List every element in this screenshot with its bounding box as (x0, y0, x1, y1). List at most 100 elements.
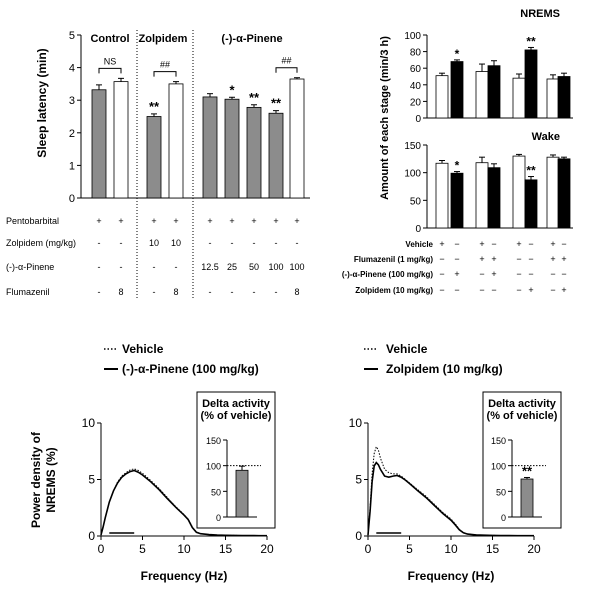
stage-bar (435, 75, 449, 119)
y-tick-label: 0 (216, 513, 221, 523)
treatment-spectrum-line (367, 461, 534, 537)
inset-bar (235, 469, 249, 518)
legend-vehicle-label: Vehicle (122, 342, 164, 356)
stage-bar (435, 162, 449, 229)
group-label-zolpidem: Zolpidem (139, 33, 188, 45)
y-tick-label: 60 (410, 64, 422, 75)
y-tick-label: 80 (410, 48, 422, 59)
treatment-cell: − (516, 269, 521, 279)
stage-y-label: Amount of each stage (min/3 h) (379, 36, 391, 200)
y-tick-label: 5 (355, 473, 362, 487)
group-label-pinene: (-)-α-Pinene (221, 33, 282, 45)
power-x-label: Frequency (Hz) (408, 569, 495, 583)
stage-bar (546, 156, 560, 229)
legend-vehicle-label: Vehicle (386, 342, 428, 356)
legend-zolpidem-label: Zolpidem (10 mg/kg) (386, 362, 503, 376)
power-y-label-line2: NREMS (%) (44, 447, 58, 512)
y-tick-label: 40 (410, 81, 422, 92)
treatment-cell: − (561, 239, 566, 249)
y-tick-label: 10 (349, 416, 363, 430)
treatment-cell: - (98, 238, 101, 248)
stage-bar (512, 155, 526, 229)
treatment-cell: - (153, 287, 156, 297)
stage-amount-chart: Amount of each stage (min/3 h) NREMS Wak… (342, 8, 573, 295)
treatment-cell: 10 (171, 238, 181, 248)
zolpidem-inset-chart: 0 50 100 150 ** (491, 436, 546, 523)
y-tick-label: 1 (69, 160, 75, 172)
zolpidem-inset-title-line2: (% of vehicle) (487, 410, 558, 422)
treatment-row-label: Zolpidem (mg/kg) (6, 238, 76, 248)
treatment-cell: 50 (249, 262, 259, 272)
y-tick-label: 50 (211, 487, 221, 497)
treatment-cell: + (561, 285, 566, 295)
treatment-cell: - (120, 238, 123, 248)
treatment-cell: + (273, 216, 278, 226)
x-tick-label: 15 (219, 542, 233, 556)
latency-bars: *** ** **NS ## ## (91, 56, 305, 199)
inset-bar (520, 478, 534, 518)
treatment-spectrum-line (100, 469, 267, 537)
treatment-row-label: (-)-α-Pinene (100 mg/kg) (342, 270, 433, 279)
treatment-cell: - (209, 238, 212, 248)
y-tick-label: 10 (82, 416, 96, 430)
comparison-bracket (275, 67, 298, 73)
y-tick-label: 100 (206, 462, 221, 472)
stage-bar (557, 76, 571, 119)
treatment-cell: - (98, 287, 101, 297)
treatment-cell: − (454, 285, 459, 295)
treatment-cell: + (294, 216, 299, 226)
stage-bar (546, 78, 560, 119)
comparison-label: ## (160, 60, 170, 70)
y-tick-label: 3 (69, 95, 75, 107)
x-tick-label: 10 (444, 542, 458, 556)
latency-bar (168, 83, 184, 199)
x-tick-label: 5 (406, 542, 413, 556)
y-tick-label: 20 (410, 97, 422, 108)
treatment-cell: + (516, 239, 521, 249)
treatment-cell: + (173, 216, 178, 226)
stage-bar (487, 167, 501, 229)
legend-pinene-label: (-)-α-Pinene (100 mg/kg) (122, 362, 259, 376)
treatment-cell: − (491, 239, 496, 249)
y-tick-label: 0 (415, 114, 421, 125)
treatment-cell: − (454, 239, 459, 249)
wake-panel-title: Wake (532, 131, 560, 143)
stage-treatment-table: Vehicle + − + − + − + −Flumazenil (1 mg/kg) − − + + −… (342, 239, 567, 295)
treatment-cell: + (151, 216, 156, 226)
treatment-cell: + (251, 216, 256, 226)
comparison-label: NS (104, 56, 117, 66)
x-tick-label: 20 (260, 542, 274, 556)
treatment-cell: + (454, 269, 459, 279)
stage-bar (450, 172, 464, 229)
power-density-zolpidem-chart: Vehicle Zolpidem (10 mg/kg) Frequency (H… (349, 342, 562, 583)
treatment-cell: − (561, 269, 566, 279)
y-tick-label: 150 (206, 436, 221, 446)
treatment-cell: − (528, 254, 533, 264)
y-tick-label: 50 (410, 196, 422, 207)
significance-star: ** (149, 99, 160, 114)
significance-star: ** (526, 164, 536, 178)
power-x-label: Frequency (Hz) (141, 569, 228, 583)
treatment-cell: + (550, 239, 555, 249)
x-tick-label: 0 (365, 542, 372, 556)
x-tick-label: 20 (527, 542, 541, 556)
treatment-cell: + (229, 216, 234, 226)
treatment-cell: + (207, 216, 212, 226)
stage-bar (487, 65, 501, 119)
y-tick-label: 100 (491, 462, 506, 472)
treatment-cell: 8 (173, 287, 178, 297)
treatment-row-label: Vehicle (405, 240, 433, 249)
latency-bar (289, 78, 305, 199)
stage-bar (512, 77, 526, 119)
treatment-cell: + (479, 254, 484, 264)
x-tick-label: 5 (139, 542, 146, 556)
latency-bar (246, 106, 262, 199)
pinene-inset-chart: 0 50 100 150 (206, 436, 261, 523)
significance-star: * (455, 159, 460, 173)
treatment-cell: 10 (149, 238, 159, 248)
y-tick-label: 0 (415, 224, 421, 235)
stage-bar (524, 179, 538, 229)
